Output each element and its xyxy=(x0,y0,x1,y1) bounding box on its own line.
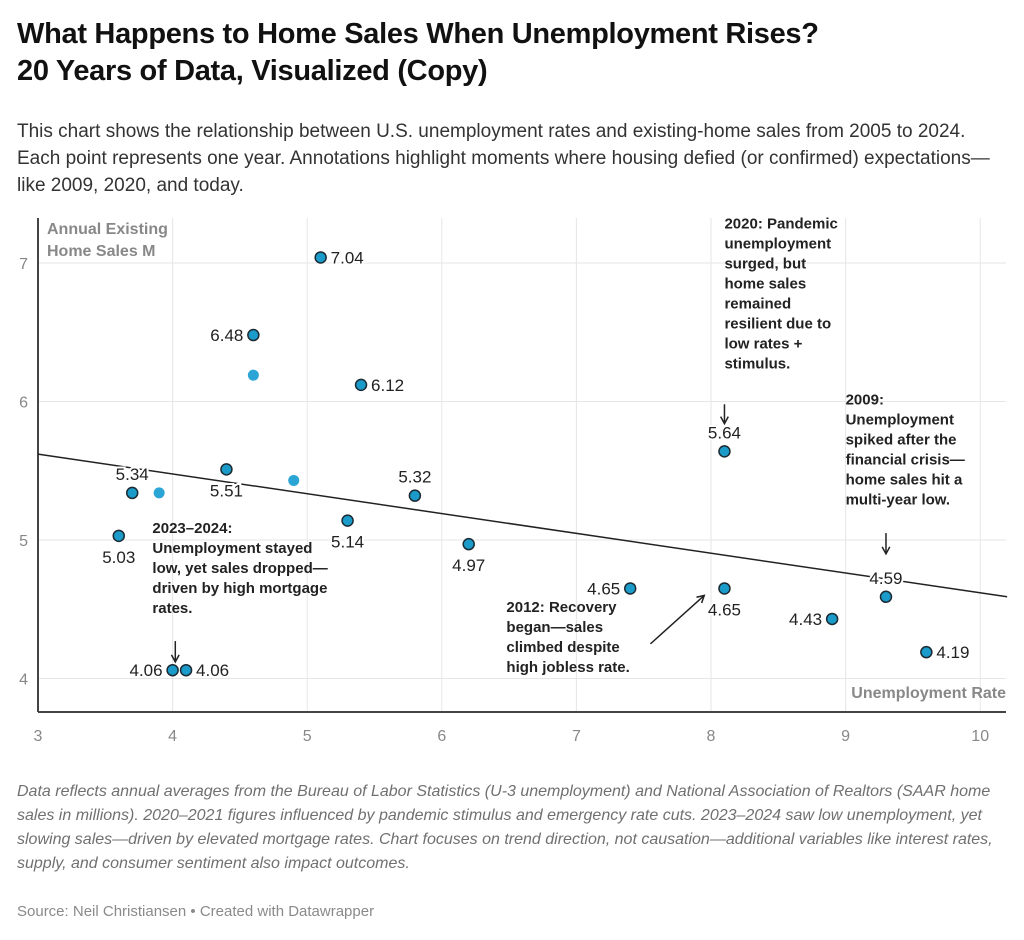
data-label: 4.65 xyxy=(708,600,741,619)
chart-source: Source: Neil Christiansen • Created with… xyxy=(17,903,375,920)
y-axis-title: Annual Existing xyxy=(47,221,168,238)
annotation-text-line: rates. xyxy=(152,600,192,617)
x-tick-label: 8 xyxy=(707,728,716,745)
y-axis-title: Home Sales M xyxy=(47,243,155,260)
data-point xyxy=(825,612,839,626)
annotation-2009: 2009: Unemployment spiked after the financi… xyxy=(846,391,965,556)
data-point xyxy=(462,537,475,551)
data-point-unlabeled xyxy=(288,474,300,486)
annotation-2023: 2023–2024: Unemployment stayed low, yet sa… xyxy=(152,520,328,664)
data-point xyxy=(220,463,233,476)
data-point xyxy=(718,445,731,458)
annotation-text-line: Unemployment stayed xyxy=(152,540,312,557)
annotation-text-line: spiked after the xyxy=(846,431,957,448)
scatter-chart: 3 4 5 6 7 8 9 10 4 5 6 7 Annual Existing Home Sales M… xyxy=(19,215,1008,745)
annotation-text-line: home sales xyxy=(724,275,806,292)
annotation-text-line: unemployment xyxy=(724,235,831,252)
y-tick-label: 5 xyxy=(19,533,28,550)
data-label: 5.34 xyxy=(116,465,149,484)
data-label: 5.32 xyxy=(398,468,431,487)
annotation-text-line: climbed despite xyxy=(506,639,619,656)
data-label: 4.97 xyxy=(452,556,485,575)
x-tick-label: 3 xyxy=(34,728,43,745)
data-point-unlabeled xyxy=(153,487,165,499)
data-point xyxy=(166,663,179,677)
data-label: 5.14 xyxy=(331,533,364,552)
annotation-text-line: driven by high mortgage xyxy=(152,580,327,597)
data-label: 4.43 xyxy=(789,610,822,629)
data-label: 4.06 xyxy=(130,661,163,680)
data-label: 5.64 xyxy=(708,423,741,442)
chart-title-line-2: 20 Years of Data, Visualized (Copy) xyxy=(17,55,488,87)
data-label: 5.51 xyxy=(210,481,243,500)
data-point xyxy=(125,486,139,500)
trend-line-group xyxy=(37,453,1008,598)
annotation-text-line: low, yet sales dropped— xyxy=(152,560,327,577)
data-labels: 7.04 6.48 6.12 5.64 5.51 5.34 5.32 5.14 5.03 4.97… xyxy=(100,246,971,682)
annotation-text-line: 2020: Pandemic xyxy=(724,215,837,232)
annotation-text-line: remained xyxy=(724,295,791,312)
annotations: 2020: Pandemic unemployment surged, but hom… xyxy=(152,215,964,676)
data-point xyxy=(920,645,933,659)
chart-subtitle: This chart shows the relationship betwee… xyxy=(17,121,990,196)
chart-notes: Data reflects annual averages from the B… xyxy=(17,783,993,872)
data-label: 5.03 xyxy=(102,548,135,567)
data-label: 4.59 xyxy=(869,569,902,588)
annotation-2020: 2020: Pandemic unemployment surged, but hom… xyxy=(719,215,838,426)
data-label: 6.12 xyxy=(371,376,404,395)
data-point xyxy=(247,328,260,342)
annotation-text-line: Unemployment xyxy=(846,411,954,428)
data-point xyxy=(623,582,637,595)
data-point xyxy=(718,582,731,595)
annotation-text-line: low rates + xyxy=(724,335,802,352)
data-point xyxy=(112,529,126,543)
annotation-text-line: stimulus. xyxy=(724,355,790,372)
annotation-2012: 2012: Recovery began—sales climbed despite… xyxy=(506,594,706,676)
data-label: 6.48 xyxy=(210,326,243,345)
annotation-text-line: high jobless rate. xyxy=(506,659,629,676)
chart-title-line-1: What Happens to Home Sales When Unemploy… xyxy=(17,18,819,50)
annotation-text-line: 2023–2024: xyxy=(152,520,232,537)
trend-line xyxy=(37,453,1008,598)
y-tick-label: 4 xyxy=(19,672,28,689)
chart-title: What Happens to Home Sales When Unemploy… xyxy=(17,16,1017,90)
data-label: 4.19 xyxy=(936,643,969,662)
data-points xyxy=(112,251,933,677)
y-tick-label: 7 xyxy=(19,256,28,273)
gridlines xyxy=(38,218,1006,712)
data-point xyxy=(879,590,893,604)
x-tick-label: 4 xyxy=(168,728,177,745)
x-tick-label: 9 xyxy=(841,728,850,745)
x-tick-label: 7 xyxy=(572,728,581,745)
data-point xyxy=(314,251,327,264)
annotation-text-line: resilient due to xyxy=(724,315,831,332)
data-point xyxy=(341,514,354,527)
annotation-arrow-head xyxy=(881,546,891,556)
annotation-text-line: 2009: xyxy=(846,391,884,408)
x-tick-label: 10 xyxy=(971,728,989,745)
data-point-unlabeled xyxy=(247,369,259,381)
annotation-text-line: surged, but xyxy=(724,255,806,272)
annotation-arrow-head xyxy=(719,416,729,426)
x-tick-label: 5 xyxy=(303,728,312,745)
data-label: 4.06 xyxy=(196,661,229,680)
annotation-arrow-head xyxy=(696,594,706,604)
annotation-arrow-head xyxy=(170,654,180,664)
x-tick-label: 6 xyxy=(437,728,446,745)
data-point xyxy=(408,489,422,502)
data-point xyxy=(179,663,193,677)
x-axis-title: Unemployment Rate xyxy=(851,685,1006,702)
annotation-arrow-shaft xyxy=(649,594,705,645)
data-label: 4.65 xyxy=(587,579,620,598)
data-point xyxy=(354,378,368,392)
annotation-text-line: 2012: Recovery xyxy=(506,599,617,616)
annotation-text-line: home sales hit a xyxy=(846,471,963,488)
annotation-text-line: began—sales xyxy=(506,619,603,636)
annotation-text-line: financial crisis— xyxy=(846,451,965,468)
axes: 3 4 5 6 7 8 9 10 4 5 6 7 Annual Existing Home Sales M… xyxy=(19,218,1006,745)
data-label: 7.04 xyxy=(331,248,364,267)
annotation-text-line: multi-year low. xyxy=(846,491,950,508)
y-tick-label: 6 xyxy=(19,395,28,412)
